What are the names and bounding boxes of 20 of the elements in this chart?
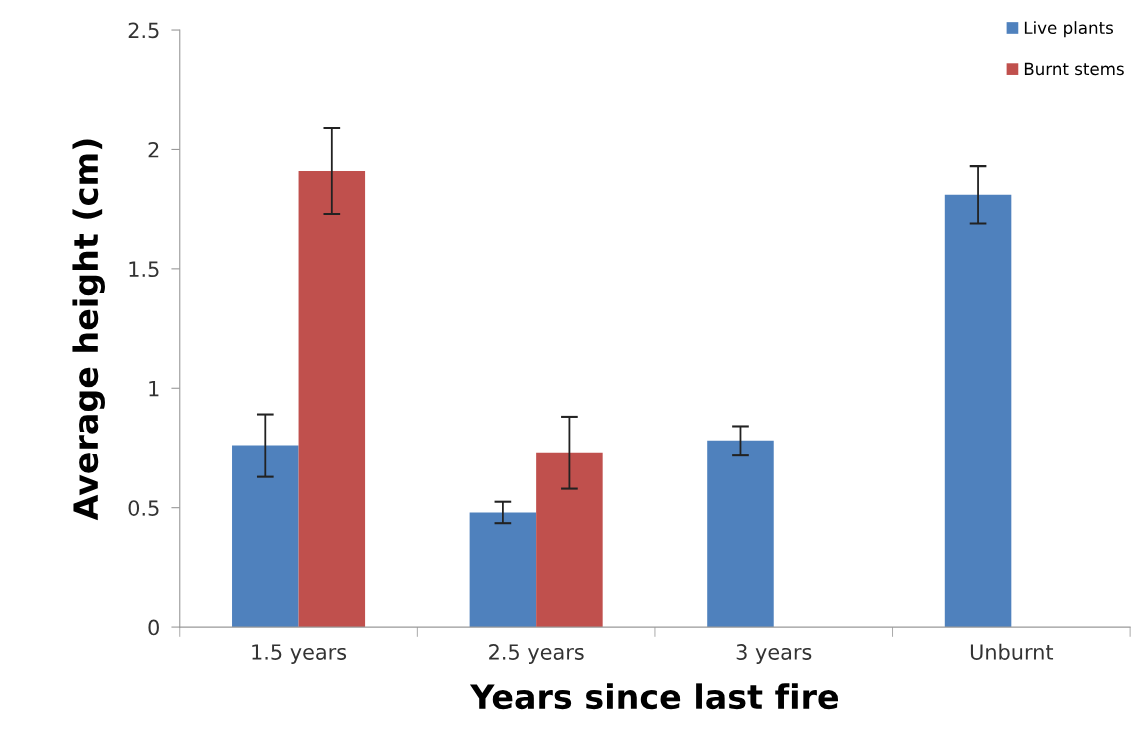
y-tick-label: 0.5	[128, 500, 159, 516]
bar	[469, 512, 537, 628]
bar	[536, 452, 603, 628]
bar	[232, 445, 299, 628]
y-axis-title: Average height (cm)	[72, 139, 105, 521]
x-tick-label: 2.5 years	[489, 644, 584, 664]
legend-label: Burnt stems	[1024, 62, 1124, 76]
x-tick-label: 1.5 years	[252, 644, 347, 664]
y-tick-label: 0	[148, 619, 159, 636]
x-axis-title: Years since last fire	[469, 683, 838, 710]
bar	[944, 194, 1012, 628]
x-tick-label: Unburnt	[970, 643, 1054, 660]
y-tick-label: 2	[148, 141, 159, 158]
bar	[707, 440, 774, 628]
x-tick-label: 3 years	[736, 644, 812, 664]
bar	[298, 170, 366, 628]
y-tick-label: 1	[149, 380, 159, 397]
y-tick-label: 2.5	[128, 22, 159, 39]
legend-label: Live plants	[1024, 21, 1113, 38]
y-tick-label: 1.5	[129, 261, 159, 278]
